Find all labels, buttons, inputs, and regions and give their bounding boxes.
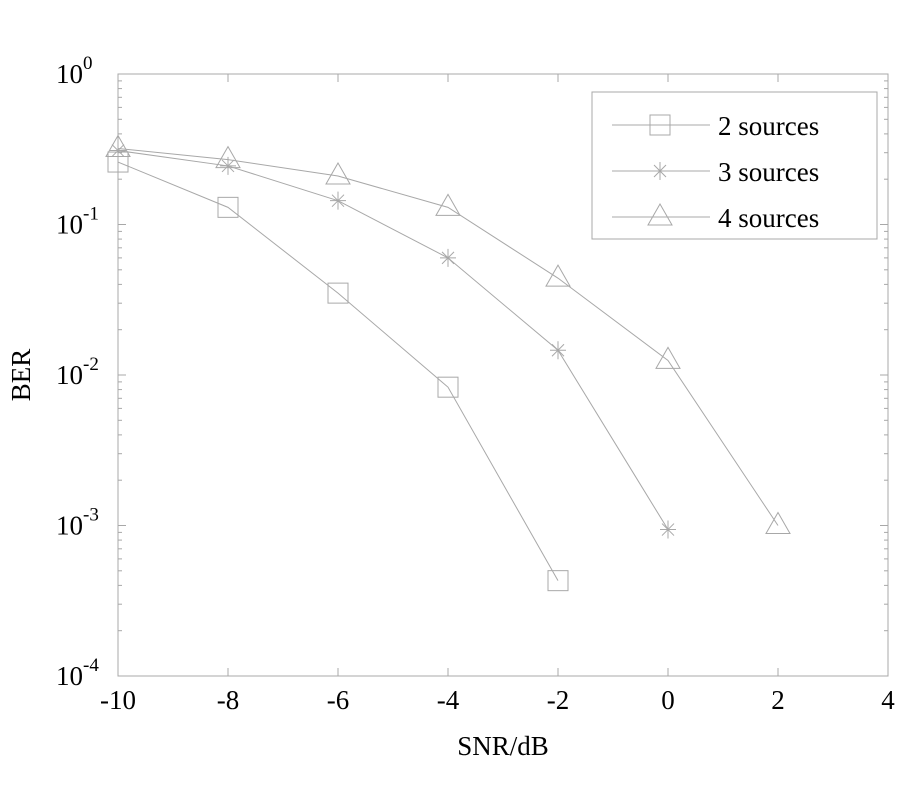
triangle-marker [655,346,681,369]
asterisk-marker [550,341,566,360]
asterisk-marker [330,191,346,210]
x-tick-label: 4 [881,685,895,715]
square-marker [649,114,671,136]
x-axis-label: SNR/dB [457,731,549,761]
triangle-marker [765,511,791,534]
y-tick-label: 10-3 [56,505,99,541]
square-marker [547,570,569,592]
y-tick-label: 100 [56,53,93,89]
asterisk-marker [110,141,126,160]
x-tick-label: -4 [437,685,460,715]
series-line [117,147,779,526]
series-4-sources [105,134,791,534]
triangle-marker [105,134,131,157]
series-line [117,150,669,530]
legend-label: 4 sources [718,203,819,233]
asterisk-marker [652,162,668,180]
asterisk-marker [440,248,456,267]
y-tick-label: 10-2 [56,354,99,390]
x-tick-label: -6 [327,685,350,715]
triangle-marker [215,145,241,169]
triangle-marker [647,202,673,226]
triangle-marker [545,264,571,287]
y-axis-label: BER [6,349,36,402]
asterisk-marker [660,520,676,539]
y-tick-label: 10-4 [56,655,99,691]
x-tick-label: 0 [661,685,675,715]
legend-label: 3 sources [718,157,819,187]
asterisk-marker [220,156,236,175]
x-tick-label: 2 [771,685,785,715]
triangle-marker [325,161,351,185]
x-tick-label: -10 [100,685,136,715]
square-marker [217,196,239,218]
x-tick-label: -8 [217,685,240,715]
x-tick-label: -2 [547,685,570,715]
square-marker [327,282,349,304]
triangle-marker [435,193,461,216]
legend-label: 2 sources [718,111,819,141]
y-tick-label: 10-1 [56,204,99,240]
legend: 2 sources 3 sources 4 sources [591,91,878,240]
series-line [117,161,559,581]
legend-box [591,91,878,240]
square-marker [437,376,459,398]
series-3-sources [110,141,676,539]
